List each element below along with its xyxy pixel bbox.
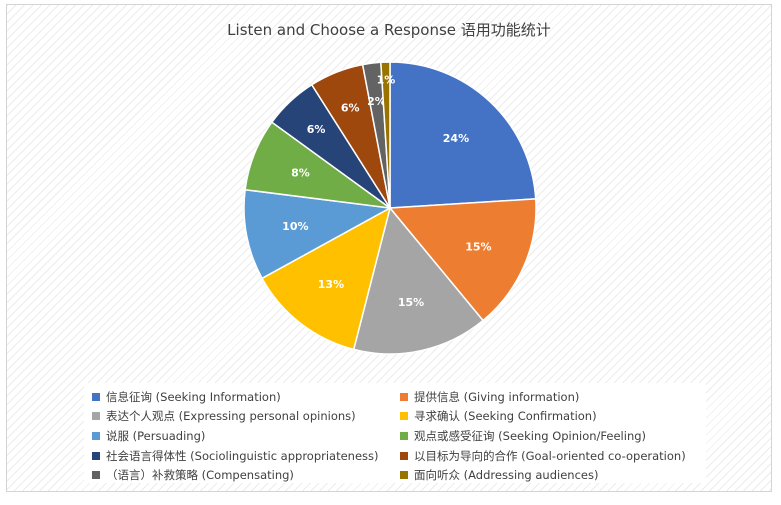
slice-data-label-0: 24% (443, 132, 469, 145)
slice-data-label-5: 8% (291, 167, 310, 180)
legend-label: 寻求确认 (Seeking Confirmation) (414, 409, 597, 424)
legend-label: 面向听众 (Addressing audiences) (414, 468, 599, 483)
legend-swatch (400, 451, 408, 460)
legend-label: 提供信息 (Giving information) (414, 389, 580, 404)
pie-slice-4 (243, 188, 393, 280)
legend-label: （语言）补救策略 (Compensating) (106, 468, 294, 483)
legend: 信息征询 (Seeking Information) 提供信息 (Giving i… (84, 383, 706, 483)
pie-slice-0 (389, 61, 537, 209)
legend-swatch (92, 451, 100, 460)
legend-item: 寻求确认 (Seeking Confirmation) (400, 407, 714, 427)
legend-item: 观点或感受征询 (Seeking Opinion/Feeling) (400, 426, 714, 446)
legend-item: （语言）补救策略 (Compensating) (92, 465, 400, 485)
slice-data-label-1: 15% (465, 240, 491, 253)
slice-data-label-8: 2% (367, 95, 386, 108)
pie-slice-3 (261, 206, 392, 351)
legend-item: 说服 (Persuading) (92, 426, 400, 446)
slice-data-label-3: 13% (318, 278, 344, 291)
legend-item: 提供信息 (Giving information) (400, 387, 714, 407)
legend-label: 信息征询 (Seeking Information) (106, 389, 281, 404)
legend-item: 信息征询 (Seeking Information) (92, 387, 400, 407)
legend-swatch (92, 431, 100, 440)
chart-title: Listen and Choose a Response 语用功能统计 (227, 21, 551, 39)
legend-item: 以目标为导向的合作 (Goal-oriented co-operation) (400, 446, 714, 466)
slice-data-label-9: 1% (377, 74, 396, 87)
legend-label: 以目标为导向的合作 (Goal-oriented co-operation) (414, 448, 686, 463)
chart-frame: Listen and Choose a Response 语用功能统计 24% 1… (6, 4, 772, 492)
slice-data-label-7: 6% (341, 102, 360, 115)
legend-swatch (92, 412, 100, 421)
legend-label: 社会语言得体性 (Sociolinguistic appropriateness… (106, 448, 379, 463)
slice-data-label-4: 10% (282, 220, 308, 233)
pie-chart: 24% 15% 15% 13% 10% 8% 6% 6% 2% 1% (243, 61, 537, 355)
legend-label: 表达个人观点 (Expressing personal opinions) (106, 409, 356, 424)
slice-data-label-6: 6% (307, 123, 326, 136)
legend-swatch (400, 412, 408, 421)
legend-swatch (92, 471, 100, 480)
slice-data-label-2: 15% (398, 296, 424, 309)
legend-swatch (400, 471, 408, 480)
legend-item: 社会语言得体性 (Sociolinguistic appropriateness… (92, 446, 400, 466)
legend-label: 说服 (Persuading) (106, 428, 206, 443)
legend-swatch (400, 431, 408, 440)
pie-slice-9 (380, 61, 391, 209)
pie-slice-2 (352, 206, 485, 355)
legend-swatch (92, 392, 100, 401)
pie-slice-1 (388, 198, 537, 322)
legend-swatch (400, 392, 408, 401)
legend-item: 表达个人观点 (Expressing personal opinions) (92, 407, 400, 427)
legend-item: 面向听众 (Addressing audiences) (400, 465, 714, 485)
legend-label: 观点或感受征询 (Seeking Opinion/Feeling) (414, 428, 647, 443)
